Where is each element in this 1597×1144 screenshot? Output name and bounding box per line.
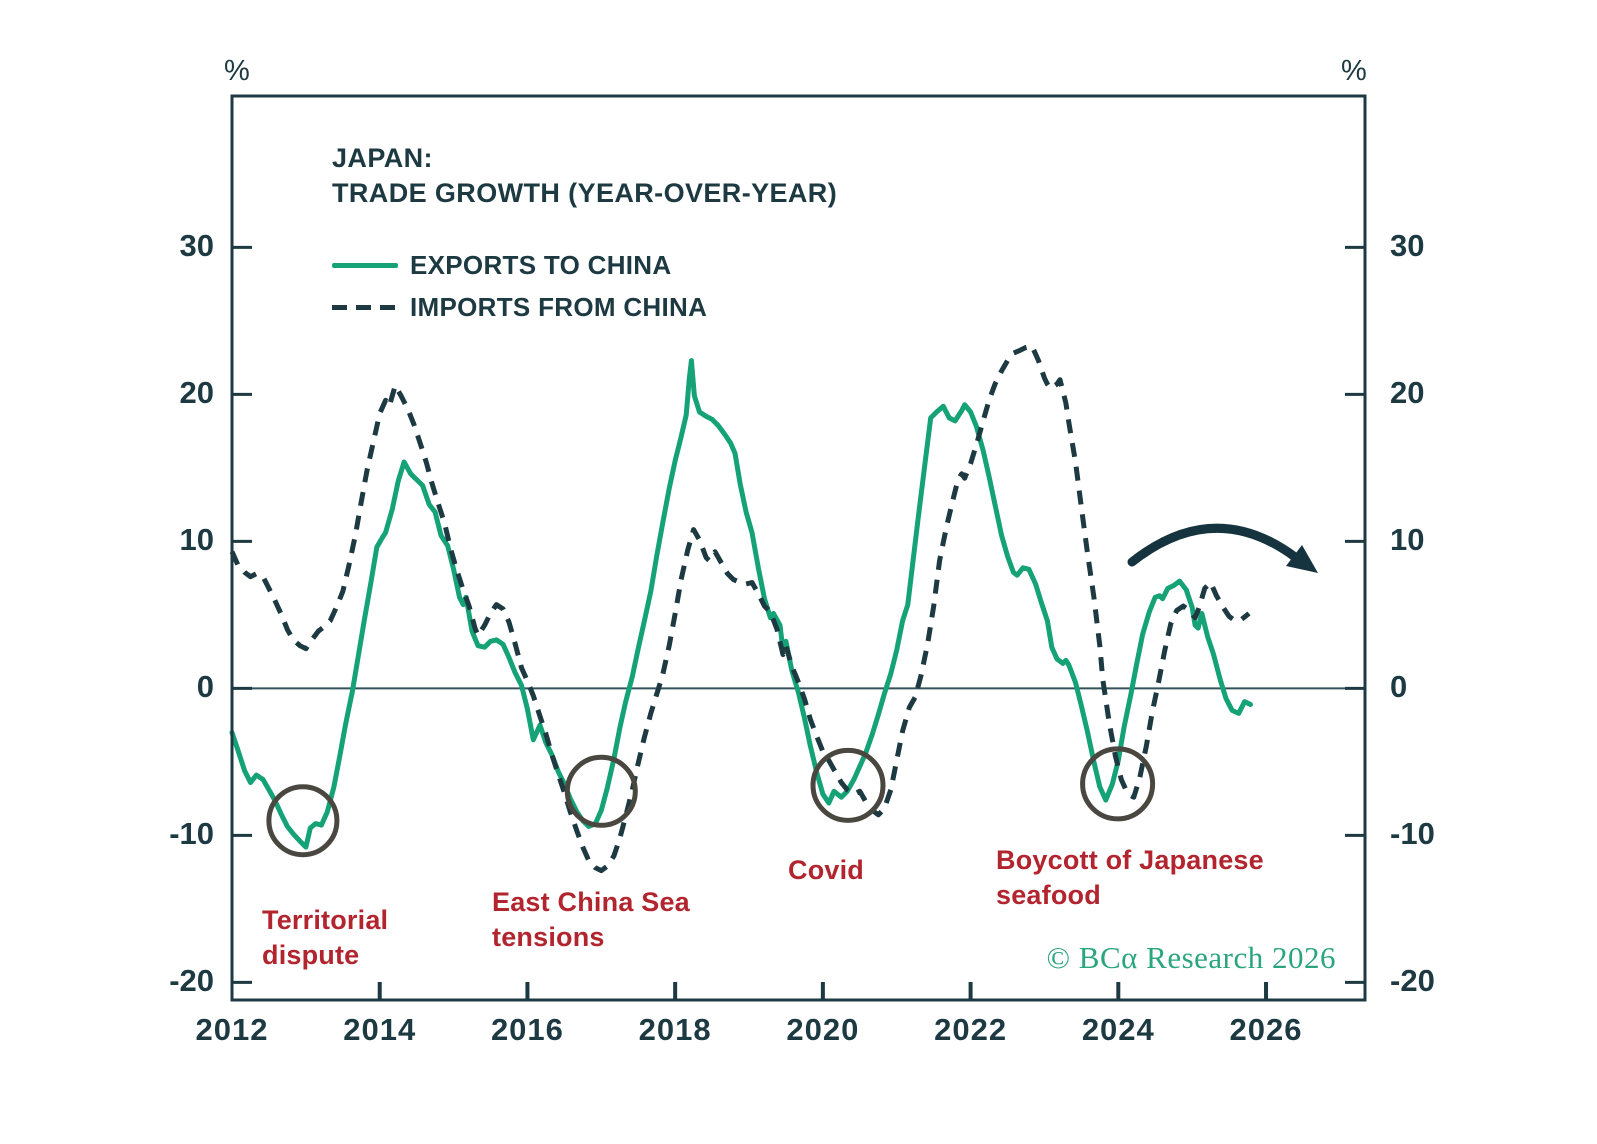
legend-item-exports: EXPORTS TO CHINA [332,244,707,286]
trend-arrow-head-icon [1286,545,1318,573]
chart-title-line2: TRADE GROWTH (YEAR-OVER-YEAR) [332,178,838,208]
annotation-territorial-dispute: Territorial dispute [262,903,388,973]
trend-arrow-curve [1127,523,1300,567]
series-line-exports [229,358,1253,850]
x-axis-label-2016: 2016 [490,1012,564,1047]
y-axis-label-left--10: -10 [169,816,214,852]
annotation-eastchina-line2: tensions [492,922,605,952]
y-axis-label-left-30: 30 [179,228,214,264]
annotation-territorial-line1: Territorial [262,905,389,935]
legend-label-imports: IMPORTS FROM CHINA [410,291,708,322]
annotation-boycott-seafood: Boycott of Japanese seafood [996,843,1264,913]
y-axis-label-right--10: -10 [1390,816,1435,852]
y-axis-label-right-0: 0 [1390,669,1408,705]
chart-title-line1: JAPAN: [332,143,433,173]
x-axis-label-2018: 2018 [638,1012,712,1047]
legend: EXPORTS TO CHINA IMPORTS FROM CHINA [332,244,707,328]
y-axis-unit-left: % [224,55,250,87]
x-axis-label-2012: 2012 [195,1012,269,1047]
y-axis-label-right-10: 10 [1390,522,1425,558]
legend-item-imports: IMPORTS FROM CHINA [332,286,707,328]
imports-line-swatch-icon [332,304,398,310]
event-circle-2 [564,754,638,828]
y-axis-label-left-20: 20 [179,375,214,411]
y-axis-label-left-0: 0 [196,669,214,705]
bca-research-watermark: © BCα Research 2026 [1046,940,1336,975]
annotation-boycott-line1: Boycott of Japanese [996,845,1264,875]
y-axis-label-left--20: -20 [169,963,214,999]
exports-line-swatch-icon [332,262,398,268]
y-axis-unit-right: % [1341,55,1367,87]
y-axis-label-left-10: 10 [179,522,214,558]
annotation-covid-line1: Covid [788,855,865,885]
x-axis-label-2020: 2020 [786,1012,860,1047]
x-axis-label-2026: 2026 [1229,1012,1303,1047]
x-axis-label-2022: 2022 [934,1012,1008,1047]
annotation-eastchina-line1: East China Sea [492,887,690,917]
y-axis-label-right-30: 30 [1390,228,1425,264]
legend-label-exports: EXPORTS TO CHINA [410,249,672,280]
plot-frame [230,94,1367,1002]
annotation-covid: Covid [788,853,864,888]
annotation-east-china-sea-tensions: East China Sea tensions [492,885,690,955]
annotation-territorial-line2: dispute [262,940,360,970]
event-circle-3 [810,747,886,823]
chart-title: JAPAN: TRADE GROWTH (YEAR-OVER-YEAR) [332,141,837,211]
x-axis-label-2014: 2014 [343,1012,417,1047]
y-axis-label-right--20: -20 [1390,963,1435,999]
y-axis-label-right-20: 20 [1390,375,1425,411]
x-axis-label-2024: 2024 [1081,1012,1155,1047]
annotation-boycott-line2: seafood [996,880,1101,910]
series-line-imports [229,343,1251,874]
event-circle-4 [1080,746,1156,822]
event-circle-1 [266,784,340,858]
